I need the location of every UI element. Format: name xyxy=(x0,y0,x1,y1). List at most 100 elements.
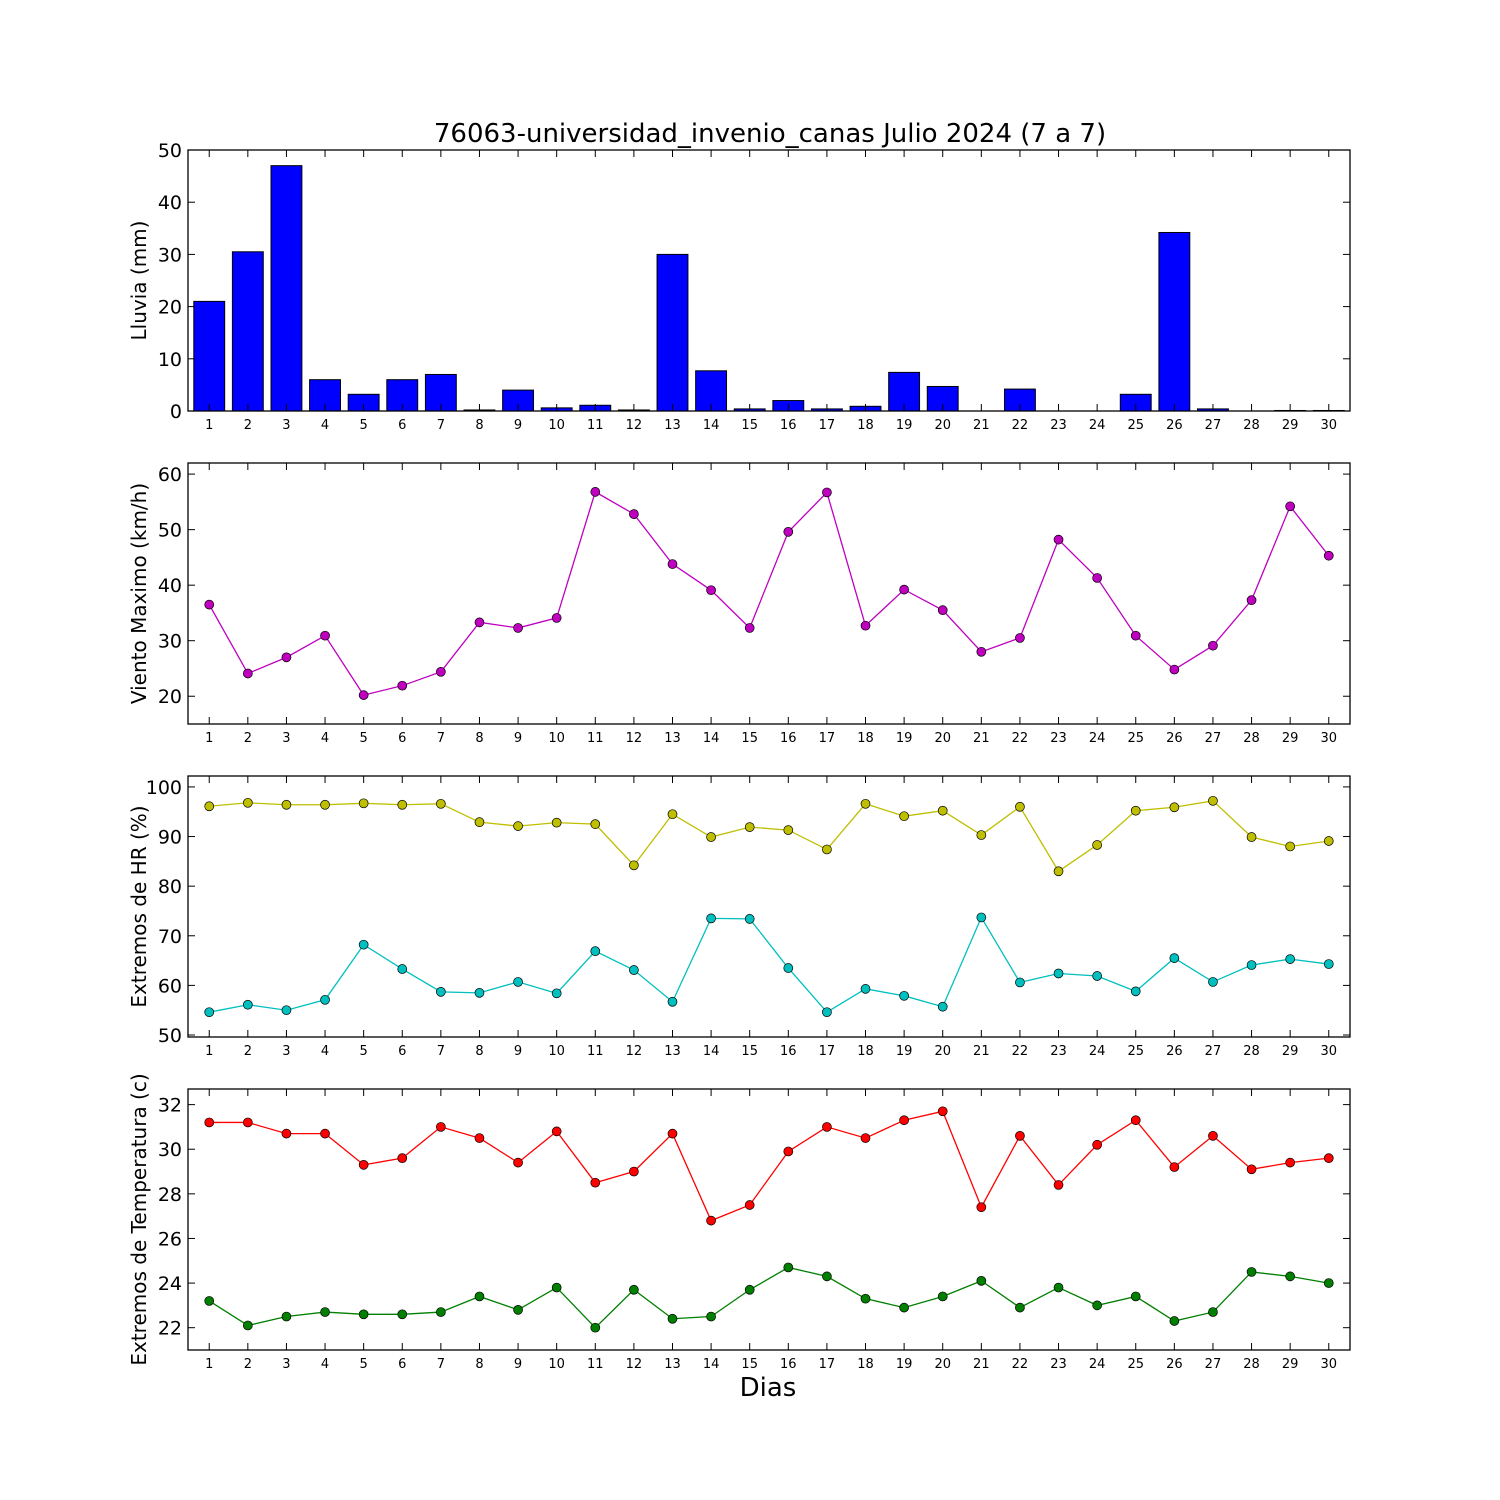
temperature-series-2-point xyxy=(590,1322,601,1333)
wind-ytick-label: 40 xyxy=(158,575,182,597)
wind-xtick-label: 27 xyxy=(1205,731,1222,746)
humidity-ytick-label: 60 xyxy=(158,975,182,997)
humidity-series-2-point xyxy=(358,939,369,950)
humidity-xtick-label: 22 xyxy=(1012,1044,1029,1059)
wind-series-1-point xyxy=(1285,501,1296,512)
rain-xtick-label: 21 xyxy=(973,418,990,433)
chart-title: 76063-universidad_invenio_canas Julio 20… xyxy=(434,119,1106,149)
humidity-xtick-label: 16 xyxy=(780,1044,797,1059)
wind-xtick-label: 25 xyxy=(1127,731,1144,746)
temperature-series-1-point xyxy=(744,1200,755,1210)
temperature-series-2-point xyxy=(358,1309,369,1320)
humidity-series-2-point xyxy=(551,988,562,999)
humidity-series-2-point xyxy=(1208,977,1218,987)
temperature-series-1-point xyxy=(1323,1153,1334,1164)
humidity-series-2-point xyxy=(1323,959,1334,969)
humidity-series-1-point xyxy=(1246,832,1257,842)
temperature-plot-frame xyxy=(187,1088,1351,1351)
temperature-series-2-point xyxy=(783,1262,794,1273)
humidity-series-1-point xyxy=(1092,840,1102,850)
temperature-series-1-point xyxy=(358,1159,369,1170)
rain-xtick-label: 30 xyxy=(1320,418,1337,433)
humidity-series-2-line xyxy=(209,915,1329,1014)
rain-xtick-label: 25 xyxy=(1127,418,1144,433)
temperature-series-1-point xyxy=(667,1128,678,1139)
wind-xtick-label: 29 xyxy=(1282,731,1299,746)
wind-xtick-label: 24 xyxy=(1089,731,1106,746)
temperature-series-1-point xyxy=(1246,1164,1257,1175)
wind-series-1-point xyxy=(1092,573,1102,583)
wind-xtick-label: 16 xyxy=(780,731,797,746)
humidity-series-2-point xyxy=(783,963,794,973)
wind-xtick-label: 10 xyxy=(548,731,565,746)
wind-xtick-label: 23 xyxy=(1050,731,1067,746)
humidity-series-2-point xyxy=(899,990,909,1001)
humidity-series-1-point xyxy=(551,817,562,828)
humidity-series-2-point xyxy=(976,912,987,923)
temperature-ytick-label: 28 xyxy=(158,1184,182,1206)
temperature-series-1-point xyxy=(937,1106,948,1117)
temperature-xtick-label: 8 xyxy=(475,1357,483,1372)
humidity-series-2-point xyxy=(667,996,678,1007)
temperature-xtick-label: 14 xyxy=(703,1357,720,1372)
humidity-xtick-label: 11 xyxy=(587,1044,604,1059)
temperature-xtick-label: 1 xyxy=(205,1357,213,1372)
temperature-xtick-label: 25 xyxy=(1127,1357,1144,1372)
humidity-series-1-point xyxy=(1285,841,1296,852)
rain-xtick-label: 23 xyxy=(1050,418,1067,433)
temperature-ytick-label: 32 xyxy=(158,1095,182,1117)
wind-y-axis-label: Viento Maximo (km/h) xyxy=(127,483,151,704)
wind-series-1-point xyxy=(976,646,987,657)
temperature-xtick-label: 24 xyxy=(1089,1357,1106,1372)
humidity-ytick-label: 100 xyxy=(146,777,182,799)
temperature-series-2-point xyxy=(1130,1291,1141,1302)
rain-bar xyxy=(1158,231,1191,412)
wind-series-1-point xyxy=(474,617,485,628)
rain-ytick-label: 50 xyxy=(158,140,182,162)
rain-xtick-label: 17 xyxy=(819,418,836,433)
wind-series-1-point xyxy=(1130,630,1141,641)
wind-xtick-label: 13 xyxy=(664,731,681,746)
rain-xtick-label: 24 xyxy=(1089,418,1106,433)
humidity-ytick-label: 80 xyxy=(158,876,182,898)
humidity-series-1-point xyxy=(1208,795,1218,806)
rain-ytick-label: 40 xyxy=(158,192,182,214)
temperature-series-2-point xyxy=(474,1291,485,1302)
humidity-series-1-point xyxy=(976,830,987,840)
humidity-xtick-label: 8 xyxy=(475,1044,483,1059)
temperature-xtick-label: 7 xyxy=(437,1357,445,1372)
temperature-series-2-point xyxy=(436,1307,446,1317)
temperature-xtick-label: 12 xyxy=(626,1357,643,1372)
wind-series-1-point xyxy=(1053,534,1064,545)
temperature-series-2-point xyxy=(1323,1278,1334,1288)
rain-xtick-label: 3 xyxy=(282,418,290,433)
temperature-xtick-label: 5 xyxy=(360,1357,368,1372)
humidity-xtick-label: 5 xyxy=(360,1044,368,1059)
temperature-series-2-point xyxy=(822,1271,832,1282)
humidity-series-1-point xyxy=(667,809,678,820)
temperature-xtick-label: 23 xyxy=(1050,1357,1067,1372)
temperature-xtick-label: 26 xyxy=(1166,1357,1183,1372)
wind-xtick-label: 1 xyxy=(205,731,213,746)
temperature-series-1-point xyxy=(1169,1162,1180,1172)
wind-series-1-point xyxy=(860,620,871,631)
humidity-xtick-label: 27 xyxy=(1205,1044,1222,1059)
humidity-series-1-point xyxy=(744,822,755,832)
temperature-series-1-point xyxy=(513,1157,523,1168)
temperature-series-2-point xyxy=(320,1307,330,1317)
temperature-series-2-line xyxy=(208,1266,1329,1329)
rain-xtick-label: 22 xyxy=(1012,418,1029,433)
humidity-ytick-label: 70 xyxy=(158,926,182,948)
humidity-xtick-label: 30 xyxy=(1320,1044,1337,1059)
wind-series-1-point xyxy=(667,559,678,569)
temperature-xtick-label: 18 xyxy=(857,1357,874,1372)
temperature-ytick-label: 22 xyxy=(158,1318,182,1340)
temperature-series-1-point xyxy=(590,1177,601,1188)
humidity-series-2-point xyxy=(1169,953,1180,963)
humidity-series-1-point xyxy=(242,797,253,808)
humidity-xtick-label: 14 xyxy=(703,1044,720,1059)
humidity-series-2-point xyxy=(1092,971,1102,981)
